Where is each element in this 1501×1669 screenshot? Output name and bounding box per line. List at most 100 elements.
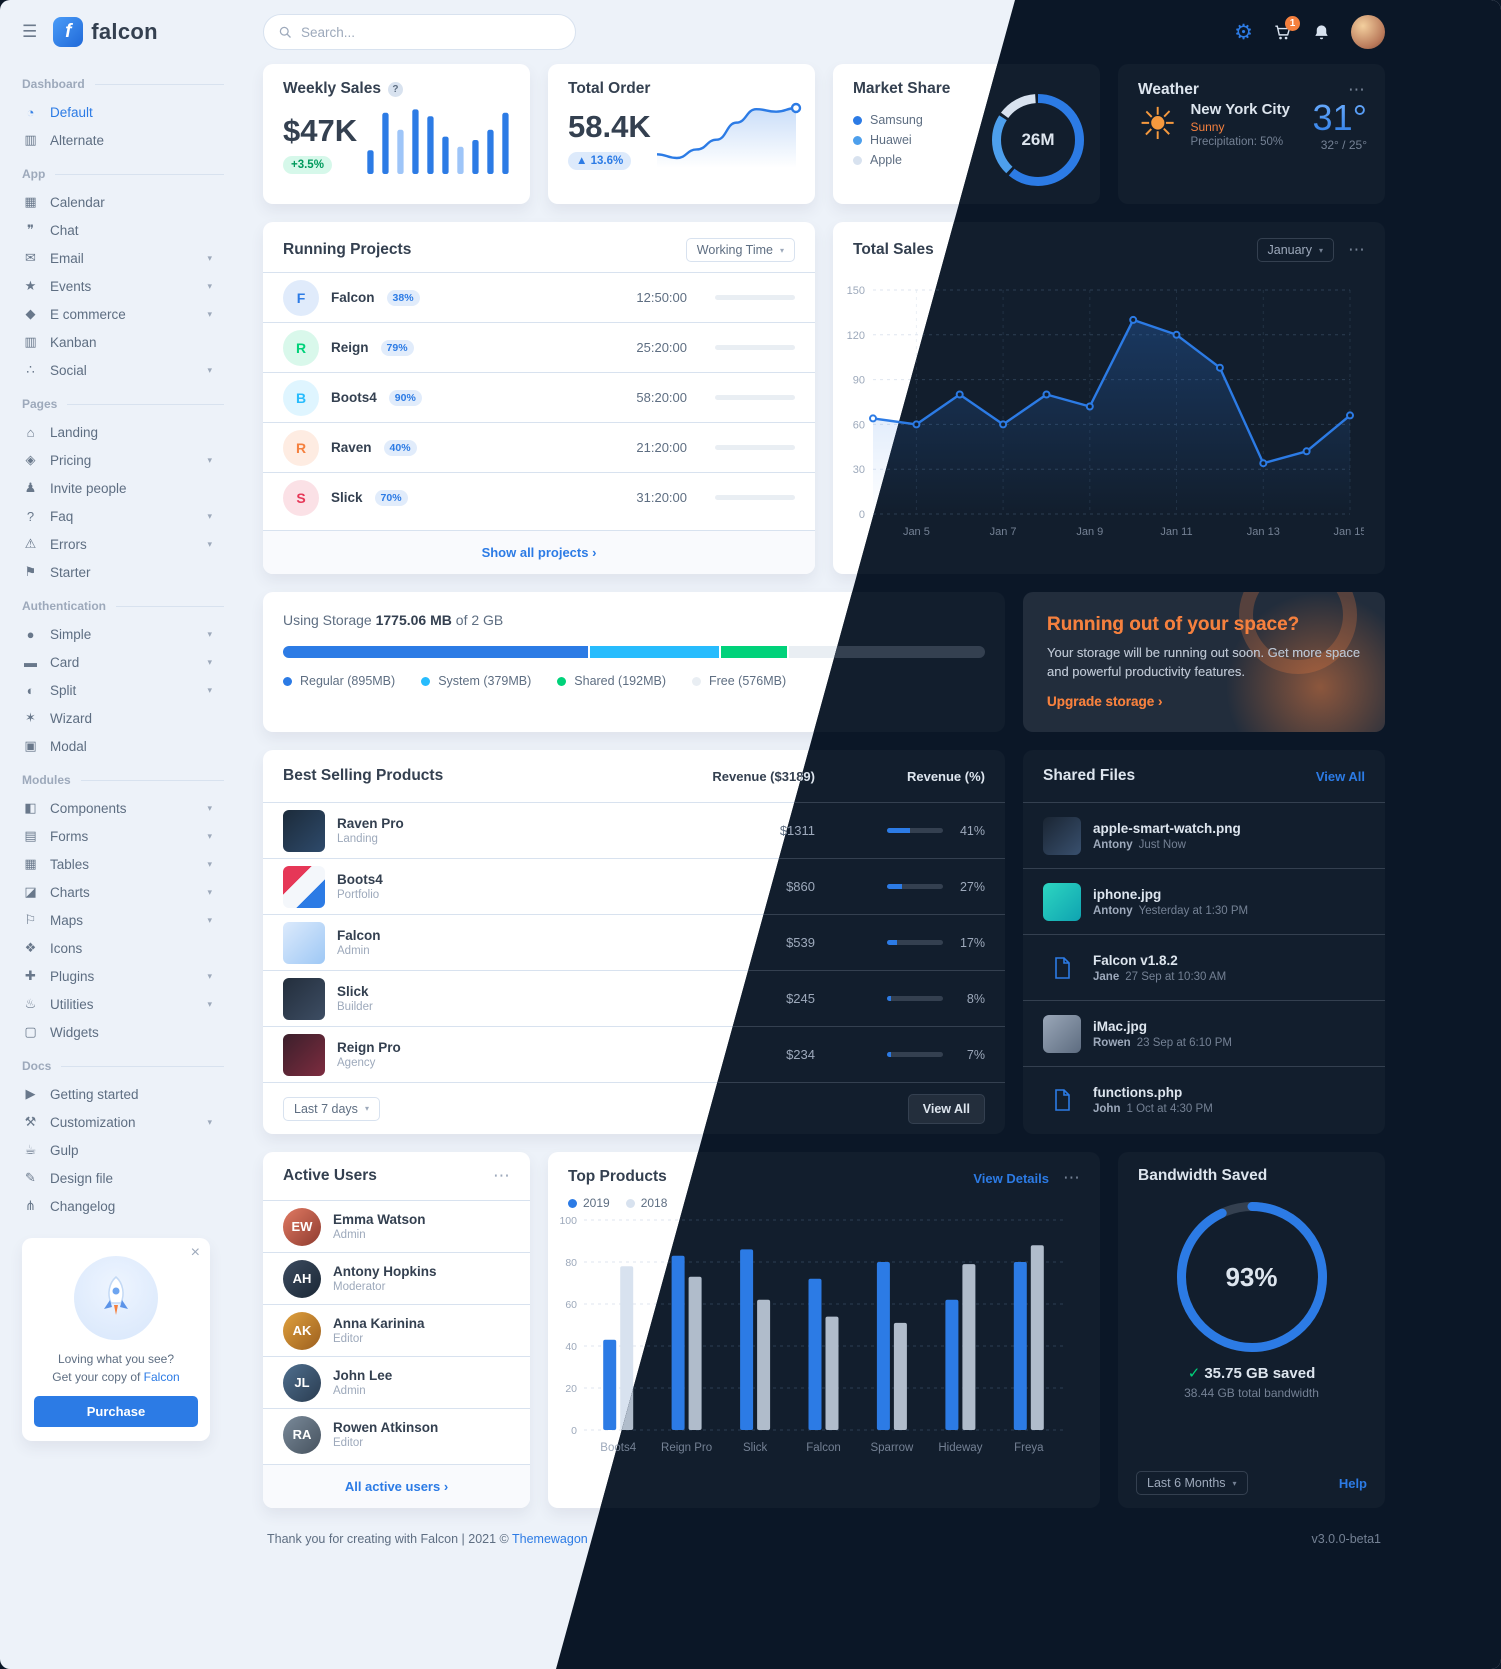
- project-name[interactable]: Raven: [331, 440, 372, 455]
- sidebar-item-utilities[interactable]: ♨ Utilities ▾: [22, 990, 224, 1018]
- sidebar-item-maps[interactable]: ⚐ Maps ▾: [22, 906, 224, 934]
- active-user-row[interactable]: AH Antony Hopkins Moderator: [263, 1252, 530, 1304]
- sidebar-item-errors[interactable]: ⚠ Errors ▾: [22, 530, 224, 558]
- file-name[interactable]: iMac.jpg: [1093, 1018, 1148, 1034]
- svg-text:30: 30: [853, 464, 865, 476]
- sidebar-item-email[interactable]: ✉ Email ▾: [22, 244, 224, 272]
- file-name[interactable]: iphone.jpg: [1093, 886, 1162, 902]
- revenue-pct-value: 8%: [966, 991, 985, 1006]
- sidebar-item-calendar[interactable]: ▦ Calendar: [22, 188, 224, 216]
- last-6-months-select[interactable]: Last 6 Months ▾: [1136, 1471, 1248, 1495]
- sidebar-item-wizard[interactable]: ✶ Wizard: [22, 704, 224, 732]
- card-menu-icon[interactable]: ⋯: [1063, 1168, 1080, 1187]
- chevron-down-icon: ▾: [207, 830, 212, 841]
- notifications-bell-icon[interactable]: [1312, 23, 1331, 42]
- file-name[interactable]: functions.php: [1093, 1084, 1183, 1100]
- active-user-row[interactable]: EW Emma Watson Admin: [263, 1200, 530, 1252]
- themewagon-link[interactable]: Themewagon: [512, 1532, 588, 1546]
- sidebar-item-forms[interactable]: ▤ Forms ▾: [22, 822, 224, 850]
- footer-credit: Thank you for creating with Falcon | 202…: [267, 1532, 588, 1546]
- help-link[interactable]: Help: [1338, 1475, 1367, 1491]
- last-7-days-select[interactable]: Last 7 days ▾: [283, 1096, 380, 1121]
- menu-toggle-icon[interactable]: ☰: [22, 22, 38, 41]
- sidebar-item-components[interactable]: ◧ Components ▾: [22, 794, 224, 822]
- settings-gear-icon[interactable]: ⚙: [1234, 20, 1253, 44]
- help-icon[interactable]: ?: [387, 81, 403, 97]
- sidebar-item-label: Plugins: [50, 968, 95, 984]
- sidebar-item-default[interactable]: ◔ Default: [22, 98, 224, 126]
- chevron-down-icon: ▾: [207, 656, 212, 667]
- upgrade-storage-link[interactable]: Upgrade storage ›: [1047, 693, 1163, 709]
- project-time: 21:20:00: [636, 440, 687, 455]
- cart-icon[interactable]: 1: [1273, 15, 1300, 42]
- sidebar-item-tables[interactable]: ▦ Tables ▾: [22, 850, 224, 878]
- falcon-link[interactable]: Falcon: [143, 1370, 180, 1384]
- product-name[interactable]: Raven Pro: [337, 816, 404, 831]
- product-name[interactable]: Slick: [337, 984, 369, 999]
- search-input[interactable]: [301, 24, 561, 40]
- project-name[interactable]: Falcon: [331, 290, 375, 305]
- project-name[interactable]: Boots4: [331, 390, 377, 405]
- sidebar-item-e-commerce[interactable]: ◆ E commerce ▾: [22, 300, 224, 328]
- sidebar-item-plugins[interactable]: ✚ Plugins ▾: [22, 962, 224, 990]
- market-share-legend-item: Huawei: [853, 133, 923, 147]
- month-select[interactable]: January ▾: [1256, 238, 1334, 262]
- product-name[interactable]: Falcon: [337, 928, 381, 943]
- sidebar-item-alternate[interactable]: ▥ Alternate: [22, 126, 224, 154]
- working-time-select[interactable]: Working Time ▾: [685, 238, 795, 262]
- card-menu-icon[interactable]: ⋯: [1348, 240, 1365, 259]
- sidebar-item-events[interactable]: ★ Events ▾: [22, 272, 224, 300]
- sidebar-item-social[interactable]: ∴ Social ▾: [22, 356, 224, 384]
- sidebar-item-card[interactable]: ▬ Card ▾: [22, 648, 224, 676]
- sidebar-item-pricing[interactable]: ◈ Pricing ▾: [22, 446, 224, 474]
- project-name[interactable]: Reign: [331, 340, 369, 355]
- view-all-button[interactable]: View All: [907, 1093, 985, 1124]
- active-user-row[interactable]: RA Rowen Atkinson Editor: [263, 1408, 530, 1460]
- sidebar-item-label: Changelog: [50, 1198, 116, 1214]
- sidebar-item-icons[interactable]: ❖ Icons: [22, 934, 224, 962]
- close-icon[interactable]: ×: [190, 1244, 200, 1261]
- sidebar-item-getting-started[interactable]: ▶ Getting started: [22, 1080, 224, 1108]
- sidebar-item-chat[interactable]: ❞ Chat: [22, 216, 224, 244]
- chevron-down-icon: ▾: [779, 245, 784, 255]
- file-name[interactable]: apple-smart-watch.png: [1093, 820, 1241, 836]
- project-row: R Raven 40% 21:20:00: [263, 422, 815, 472]
- sidebar-item-simple[interactable]: ● Simple ▾: [22, 620, 224, 648]
- sidebar-item-gulp[interactable]: ☕ Gulp: [22, 1136, 224, 1164]
- sidebar-item-split[interactable]: ◐ Split ▾: [22, 676, 224, 704]
- weather-range: 32° / 25°: [1320, 137, 1367, 152]
- active-user-row[interactable]: AK Anna Karinina Editor: [263, 1304, 530, 1356]
- card-menu-icon[interactable]: ⋯: [493, 1166, 510, 1185]
- view-all-link[interactable]: View All: [1315, 768, 1365, 784]
- sidebar-item-faq[interactable]: ? Faq ▾: [22, 502, 224, 530]
- file-name[interactable]: Falcon v1.8.2: [1093, 952, 1178, 968]
- sidebar-item-starter[interactable]: ⚑ Starter: [22, 558, 224, 586]
- sidebar-item-design-file[interactable]: ✎ Design file: [22, 1164, 224, 1192]
- upgrade-storage-link[interactable]: Upgrade storage ›: [1047, 693, 1163, 709]
- upgrade-body: Your storage will be running out soon. G…: [1047, 645, 1361, 679]
- all-active-users-link[interactable]: All active users ›: [344, 1479, 449, 1494]
- sidebar-item-customization[interactable]: ⚒ Customization ▾: [22, 1108, 224, 1136]
- sidebar-item-charts[interactable]: ◪ Charts ▾: [22, 878, 224, 906]
- view-details-link[interactable]: View Details: [973, 1170, 1049, 1186]
- sidebar-item-invite-people[interactable]: ♟ Invite people: [22, 474, 224, 502]
- product-name[interactable]: Reign Pro: [337, 1040, 401, 1055]
- sidebar-item-landing[interactable]: ⌂ Landing: [22, 418, 224, 446]
- product-name[interactable]: Boots4: [337, 872, 383, 887]
- sidebar-item-kanban[interactable]: ▥ Kanban: [22, 328, 224, 356]
- sidebar-item-modal[interactable]: ▣ Modal: [22, 732, 224, 760]
- active-user-row[interactable]: JL John Lee Admin: [263, 1356, 530, 1408]
- show-all-projects-link[interactable]: Show all projects ›: [481, 545, 597, 560]
- sidebar-item-widgets[interactable]: ▢ Widgets: [22, 1018, 224, 1046]
- project-avatar: S: [283, 479, 319, 516]
- falcon-logo[interactable]: f falcon: [53, 17, 158, 47]
- sidebar-item-changelog[interactable]: ⋔ Changelog: [22, 1192, 224, 1220]
- card-menu-icon[interactable]: ⋯: [1348, 80, 1365, 99]
- svg-text:150: 150: [847, 285, 865, 297]
- purchase-button[interactable]: Purchase: [34, 1396, 198, 1427]
- user-avatar[interactable]: [1351, 15, 1385, 49]
- project-name[interactable]: Slick: [331, 490, 363, 505]
